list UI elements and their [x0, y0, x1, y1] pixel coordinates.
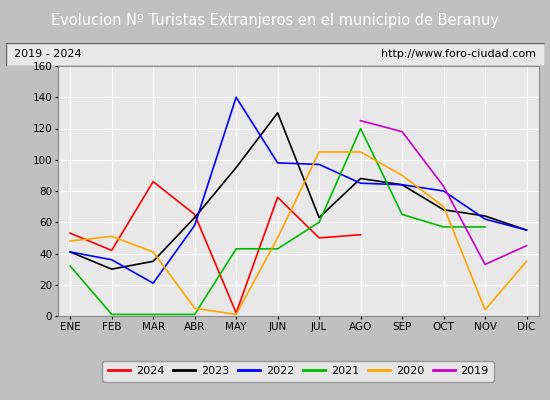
Line: 2023: 2023 — [70, 113, 526, 269]
2024 — [150, 179, 156, 184]
2021 — [316, 220, 322, 225]
2020 — [274, 236, 281, 240]
2022 — [316, 162, 322, 167]
2024 — [191, 212, 198, 217]
Text: Evolucion Nº Turistas Extranjeros en el municipio de Beranuy: Evolucion Nº Turistas Extranjeros en el … — [51, 14, 499, 28]
2020 — [399, 173, 405, 178]
2024 — [233, 310, 239, 315]
2023 — [67, 250, 74, 254]
Line: 2022: 2022 — [70, 97, 526, 283]
2022 — [482, 217, 488, 222]
2019 — [441, 184, 447, 189]
2022 — [274, 160, 281, 165]
2023 — [399, 182, 405, 187]
2024 — [274, 195, 281, 200]
2024 — [358, 232, 364, 237]
2022 — [358, 181, 364, 186]
2023 — [523, 228, 530, 232]
2021 — [482, 224, 488, 229]
2024 — [108, 248, 115, 253]
Legend: 2024, 2023, 2022, 2021, 2020, 2019: 2024, 2023, 2022, 2021, 2020, 2019 — [102, 360, 494, 382]
2023 — [191, 215, 198, 220]
2021 — [67, 264, 74, 268]
2020 — [233, 312, 239, 317]
2022 — [108, 257, 115, 262]
2019 — [523, 243, 530, 248]
2019 — [358, 118, 364, 123]
2020 — [482, 307, 488, 312]
2023 — [358, 176, 364, 181]
2022 — [233, 95, 239, 100]
2023 — [274, 110, 281, 115]
2022 — [191, 223, 198, 228]
Text: 2019 - 2024: 2019 - 2024 — [14, 49, 81, 59]
2020 — [150, 250, 156, 254]
2019 — [482, 262, 488, 267]
2022 — [67, 250, 74, 254]
FancyBboxPatch shape — [6, 43, 544, 66]
2021 — [233, 246, 239, 251]
2023 — [441, 207, 447, 212]
2024 — [67, 231, 74, 236]
2019 — [399, 129, 405, 134]
2021 — [399, 212, 405, 217]
2020 — [108, 234, 115, 239]
2020 — [523, 259, 530, 264]
2020 — [316, 150, 322, 154]
2023 — [233, 165, 239, 170]
2023 — [150, 259, 156, 264]
2020 — [441, 204, 447, 209]
Line: 2019: 2019 — [361, 121, 526, 264]
2020 — [191, 306, 198, 310]
Line: 2024: 2024 — [70, 182, 361, 313]
2021 — [108, 312, 115, 317]
2022 — [399, 182, 405, 187]
2022 — [441, 189, 447, 194]
2022 — [150, 281, 156, 286]
2023 — [108, 267, 115, 272]
2023 — [482, 214, 488, 218]
2022 — [523, 228, 530, 232]
2021 — [358, 126, 364, 131]
2021 — [150, 312, 156, 317]
2021 — [274, 246, 281, 251]
2021 — [191, 312, 198, 317]
2020 — [67, 238, 74, 243]
Line: 2020: 2020 — [70, 152, 526, 314]
2023 — [316, 215, 322, 220]
2021 — [441, 224, 447, 229]
2024 — [316, 236, 322, 240]
Line: 2021: 2021 — [70, 128, 485, 314]
Text: http://www.foro-ciudad.com: http://www.foro-ciudad.com — [381, 49, 536, 59]
2020 — [358, 150, 364, 154]
